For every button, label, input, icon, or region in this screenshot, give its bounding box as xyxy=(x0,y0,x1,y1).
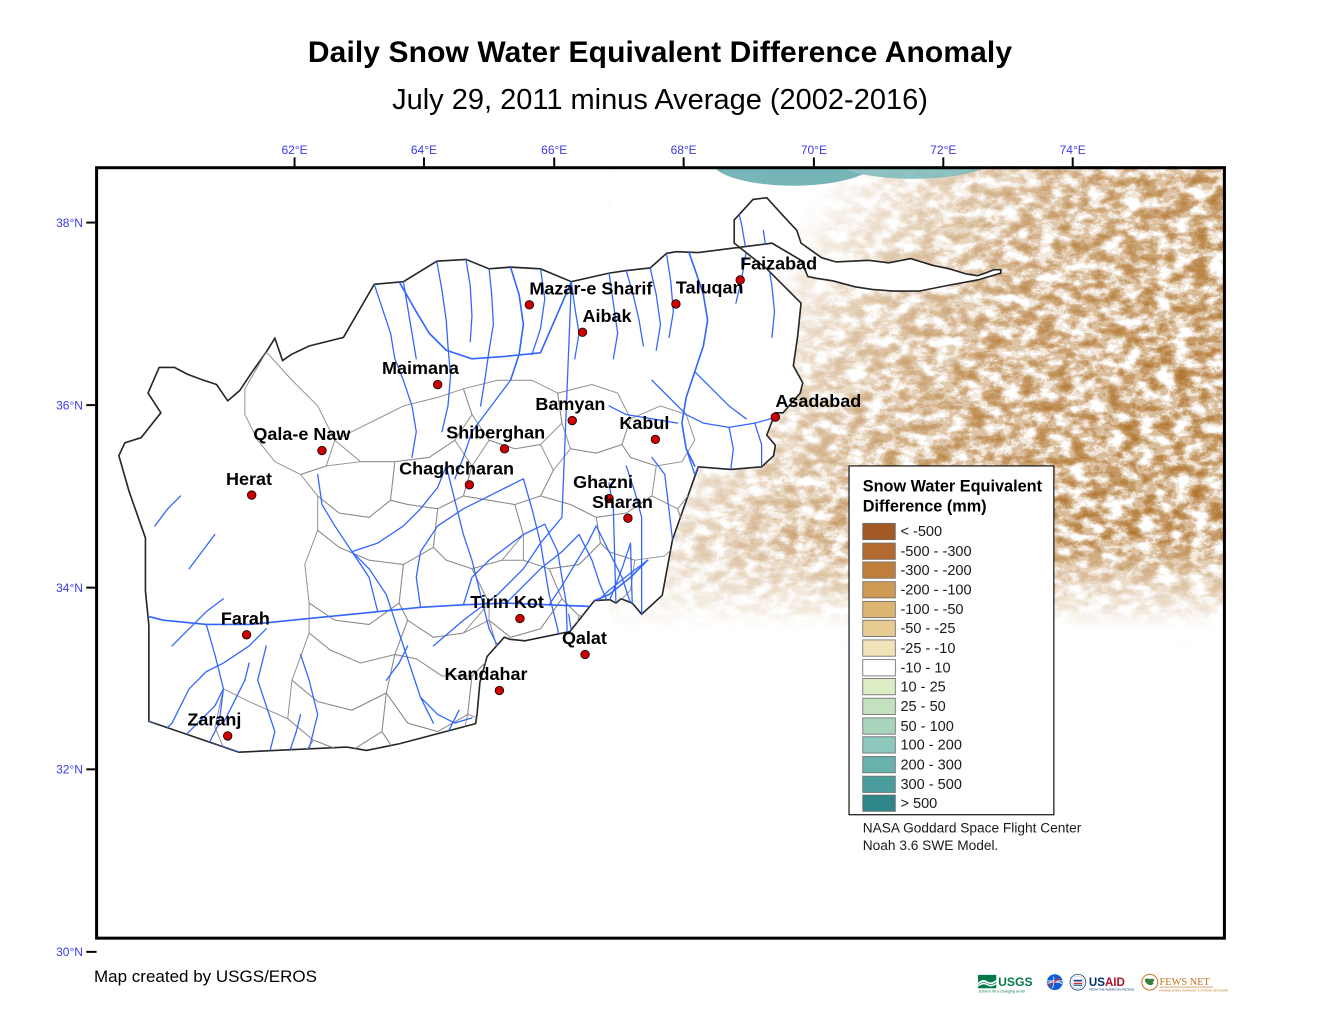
svg-text:-100 - -50: -100 - -50 xyxy=(900,602,963,618)
svg-text:30°N: 30°N xyxy=(56,945,83,959)
svg-text:38°N: 38°N xyxy=(56,216,83,230)
svg-text:-10 - 10: -10 - 10 xyxy=(900,660,950,676)
svg-text:Maimana: Maimana xyxy=(382,358,460,378)
svg-text:USAID: USAID xyxy=(1089,977,1125,989)
svg-text:Chaghcharan: Chaghcharan xyxy=(399,459,514,479)
svg-text:68°E: 68°E xyxy=(671,143,697,157)
svg-text:Qala-e Naw: Qala-e Naw xyxy=(253,424,351,444)
svg-text:Difference (mm): Difference (mm) xyxy=(863,497,987,515)
svg-text:100 - 200: 100 - 200 xyxy=(900,738,961,754)
svg-text:-200 - -100: -200 - -100 xyxy=(900,583,971,599)
svg-text:FROM THE AMERICAN PEOPLE: FROM THE AMERICAN PEOPLE xyxy=(1089,988,1134,992)
svg-text:Shiberghan: Shiberghan xyxy=(446,423,545,443)
svg-text:Farah: Farah xyxy=(221,608,270,628)
svg-text:science for a changing world: science for a changing world xyxy=(979,990,1026,994)
svg-text:300 - 500: 300 - 500 xyxy=(900,777,961,793)
svg-text:66°E: 66°E xyxy=(541,143,567,157)
svg-text:Noah 3.6 SWE Model.: Noah 3.6 SWE Model. xyxy=(863,838,999,853)
svg-text:Tirin Kot: Tirin Kot xyxy=(470,592,544,612)
svg-text:Faizabad: Faizabad xyxy=(740,254,817,274)
svg-text:25 - 50: 25 - 50 xyxy=(900,699,945,715)
svg-text:Kabul: Kabul xyxy=(619,413,669,433)
svg-text:32°N: 32°N xyxy=(56,763,83,777)
svg-text:Snow Water Equivalent: Snow Water Equivalent xyxy=(863,478,1043,496)
svg-text:-300 - -200: -300 - -200 xyxy=(900,563,971,579)
svg-text:74°E: 74°E xyxy=(1060,143,1086,157)
svg-text:-500 - -300: -500 - -300 xyxy=(900,544,971,560)
svg-text:Herat: Herat xyxy=(226,469,272,489)
svg-text:< -500: < -500 xyxy=(900,524,942,540)
svg-text:Ghazni: Ghazni xyxy=(573,472,633,492)
svg-text:Aibak: Aibak xyxy=(583,306,633,326)
svg-text:Zaranj: Zaranj xyxy=(187,710,241,730)
svg-text:FEWS NET: FEWS NET xyxy=(1160,977,1211,988)
svg-text:72°E: 72°E xyxy=(930,143,956,157)
svg-text:70°E: 70°E xyxy=(801,143,827,157)
svg-text:Mazar-e Sharif: Mazar-e Sharif xyxy=(529,279,653,299)
svg-text:Bamyan: Bamyan xyxy=(535,394,605,414)
svg-text:34°N: 34°N xyxy=(56,581,83,595)
svg-text:Asadabad: Asadabad xyxy=(775,391,861,411)
svg-text:-25 - -10: -25 - -10 xyxy=(900,641,955,657)
svg-text:10 - 25: 10 - 25 xyxy=(900,679,945,695)
svg-text:64°E: 64°E xyxy=(411,143,437,157)
svg-text:Taluqan: Taluqan xyxy=(676,278,744,298)
svg-text:36°N: 36°N xyxy=(56,398,83,412)
svg-text:Kandahar: Kandahar xyxy=(445,664,528,684)
svg-text:200 - 300: 200 - 300 xyxy=(900,757,961,773)
svg-text:62°E: 62°E xyxy=(281,143,307,157)
svg-text:Qalat: Qalat xyxy=(562,628,607,648)
svg-text:-50 - -25: -50 - -25 xyxy=(900,621,955,637)
svg-text:FAMINE EARLY WARNING SYSTEMS N: FAMINE EARLY WARNING SYSTEMS NETWORK xyxy=(1160,988,1229,992)
svg-text:Sharan: Sharan xyxy=(592,492,653,512)
svg-text:> 500: > 500 xyxy=(900,796,937,812)
svg-text:NASA Goddard Space Flight Cent: NASA Goddard Space Flight Center xyxy=(863,821,1082,836)
svg-text:USGS: USGS xyxy=(998,975,1032,989)
svg-text:50 - 100: 50 - 100 xyxy=(900,719,953,735)
